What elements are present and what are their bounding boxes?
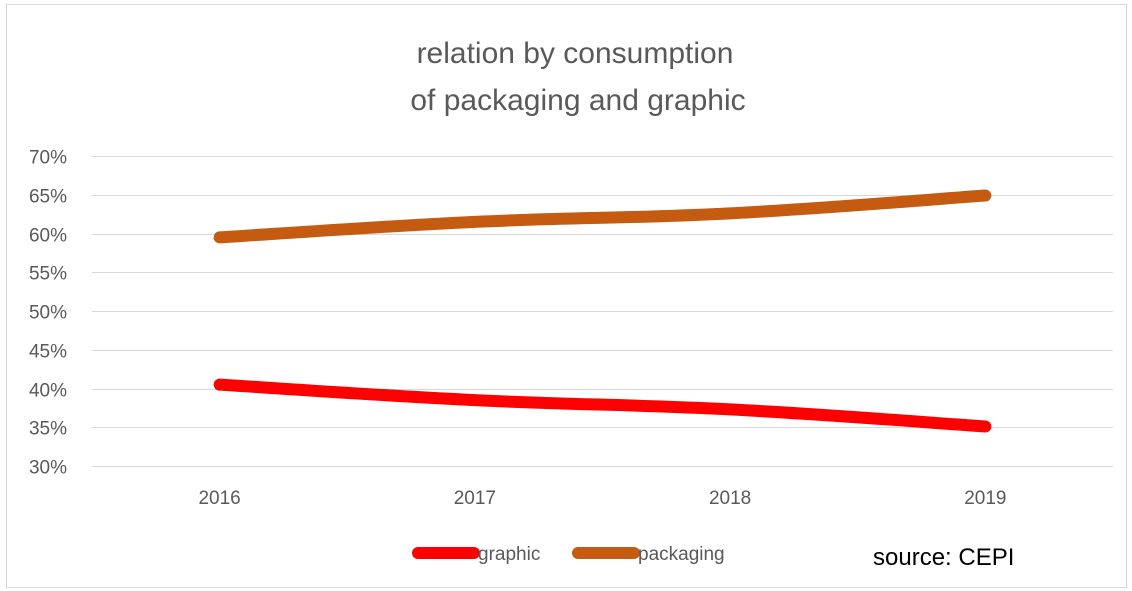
y-tick-label: 60% <box>29 226 67 247</box>
x-axis: 2016 2017 2018 2019 <box>198 488 1006 509</box>
x-tick-label: 2019 <box>964 488 1006 509</box>
y-tick-label: 55% <box>29 264 67 285</box>
y-axis: 30% 35% 40% 45% 50% 55% 60% 65% 70% <box>29 148 67 479</box>
chart-frame <box>6 4 1127 588</box>
source-note: source: CEPI <box>873 544 1014 571</box>
plot-area <box>213 189 992 433</box>
y-tick-label: 65% <box>29 187 67 208</box>
x-tick-label: 2017 <box>454 488 496 509</box>
legend-label-graphic: graphic <box>478 544 540 565</box>
y-tick-label: 50% <box>29 303 67 324</box>
y-tick-label: 35% <box>29 419 67 440</box>
y-tick-label: 30% <box>29 458 67 479</box>
legend: graphic packaging <box>412 544 725 565</box>
legend-label-packaging: packaging <box>638 544 725 565</box>
y-tick-label: 70% <box>29 148 67 169</box>
y-tick-label: 40% <box>29 381 67 402</box>
y-tick-label: 45% <box>29 342 67 363</box>
chart-title-line-2: of packaging and graphic <box>410 84 745 117</box>
series-line-graphic <box>213 378 992 433</box>
chart-title-line-1: relation by consumption <box>417 37 734 70</box>
series-line-packaging <box>213 189 992 244</box>
x-tick-label: 2018 <box>709 488 751 509</box>
grid <box>92 156 1113 467</box>
x-tick-label: 2016 <box>198 488 240 509</box>
